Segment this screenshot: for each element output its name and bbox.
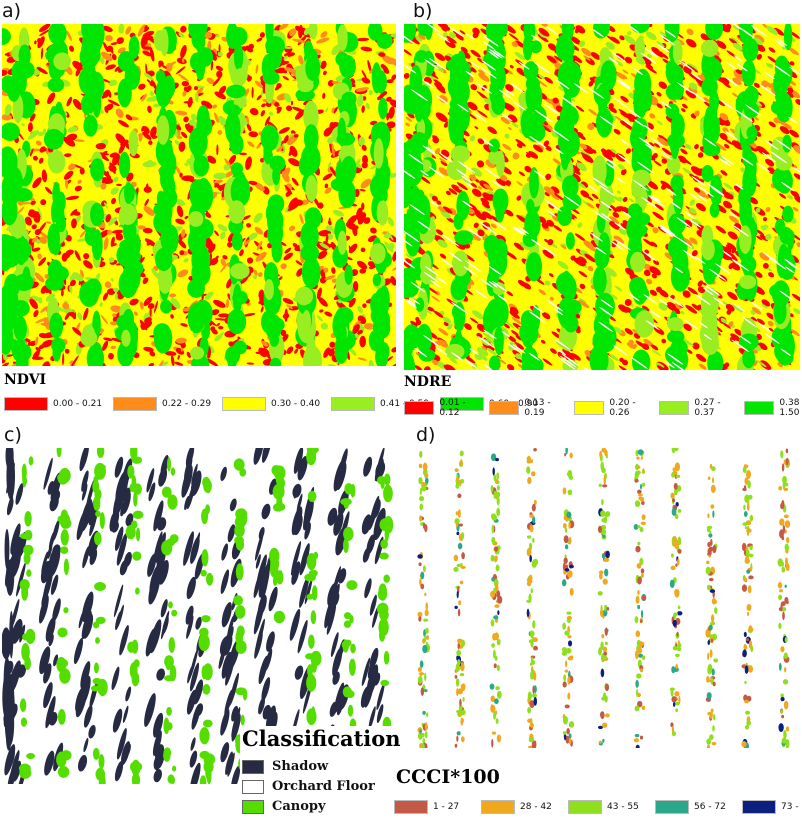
classification-legend: Classification Shadow Orchard Floor Cano… — [240, 726, 401, 823]
panel-b-label: b) — [413, 0, 433, 22]
legend-swatch — [113, 397, 157, 411]
ndre-legend-title: NDRE — [404, 374, 452, 390]
legend-range: 0.20 - 0.26 — [609, 398, 636, 418]
legend-range: 56 - 72 — [694, 802, 726, 812]
legend-swatch — [404, 401, 435, 415]
legend-class-name: Orchard Floor — [272, 779, 375, 794]
ccci-legend-item: 56 - 72 — [655, 800, 736, 814]
ccci-legend-title: CCCI*100 — [396, 766, 500, 788]
ndvi-legend: 0.00 - 0.21 0.22 - 0.29 0.30 - 0.40 0.41… — [4, 397, 543, 411]
legend-swatch — [742, 800, 776, 814]
ccci-legend-item: 28 - 42 — [481, 800, 562, 814]
legend-swatch — [568, 800, 602, 814]
legend-range: 43 - 55 — [607, 802, 639, 812]
legend-class-name: Canopy — [272, 799, 326, 814]
panel-c-label: c) — [4, 424, 22, 446]
legend-range: 0.27 - 0.37 — [694, 398, 721, 418]
ndvi-legend-item: 0.22 - 0.29 — [113, 397, 216, 411]
ndvi-legend-title: NDVI — [4, 372, 47, 388]
legend-swatch — [242, 799, 264, 814]
ndre-legend-item: 0.01 - 0.12 — [404, 398, 483, 418]
classification-legend-item: Orchard Floor — [242, 779, 398, 794]
legend-range: 0.30 - 0.40 — [271, 399, 321, 409]
ndre-legend-item: 0.20 - 0.26 — [574, 398, 653, 418]
legend-swatch — [394, 800, 428, 814]
ndre-legend: 0.01 - 0.12 0.13 - 0.19 0.20 - 0.26 0.27… — [404, 398, 802, 418]
ccci-legend: 1 - 27 28 - 42 43 - 55 56 - 72 73 - 100 — [394, 800, 802, 814]
ndre-legend-item: 0.13 - 0.19 — [489, 398, 568, 418]
ccci-map — [404, 448, 800, 748]
legend-range: 1 - 27 — [433, 802, 460, 812]
legend-swatch — [481, 800, 515, 814]
legend-swatch — [331, 397, 375, 411]
ndre-legend-item: 0.27 - 0.37 — [659, 398, 738, 418]
legend-class-name: Shadow — [272, 759, 329, 774]
ndvi-legend-item: 0.00 - 0.21 — [4, 397, 107, 411]
ndre-map — [404, 24, 800, 370]
legend-swatch — [440, 397, 484, 411]
legend-swatch — [574, 401, 605, 415]
ndre-legend-item: 0.38 - 1.50 — [744, 398, 802, 418]
legend-range: 0.01 - 0.12 — [439, 398, 466, 418]
legend-swatch — [655, 800, 689, 814]
legend-swatch — [242, 779, 264, 794]
classification-legend-item: Shadow — [242, 759, 398, 774]
legend-range: 28 - 42 — [520, 802, 552, 812]
legend-swatch — [4, 397, 48, 411]
legend-range: 0.22 - 0.29 — [162, 399, 212, 409]
legend-swatch — [489, 401, 520, 415]
classification-legend-title: Classification — [242, 726, 401, 751]
panel-a-label: a) — [2, 0, 22, 22]
legend-swatch — [242, 759, 264, 774]
legend-swatch — [659, 401, 690, 415]
legend-range: 0.13 - 0.19 — [524, 398, 551, 418]
legend-swatch — [744, 401, 775, 415]
legend-swatch — [222, 397, 266, 411]
ndvi-map — [2, 24, 396, 366]
classification-legend-item: Canopy — [242, 799, 398, 814]
legend-range: 0.00 - 0.21 — [53, 399, 103, 409]
ndvi-legend-item: 0.30 - 0.40 — [222, 397, 325, 411]
legend-range: 0.38 - 1.50 — [779, 398, 802, 418]
ccci-legend-item: 1 - 27 — [394, 800, 475, 814]
ccci-legend-item: 43 - 55 — [568, 800, 649, 814]
legend-range: 73 - 100 — [781, 802, 802, 812]
ccci-legend-item: 73 - 100 — [742, 800, 802, 814]
panel-d-label: d) — [416, 424, 436, 446]
